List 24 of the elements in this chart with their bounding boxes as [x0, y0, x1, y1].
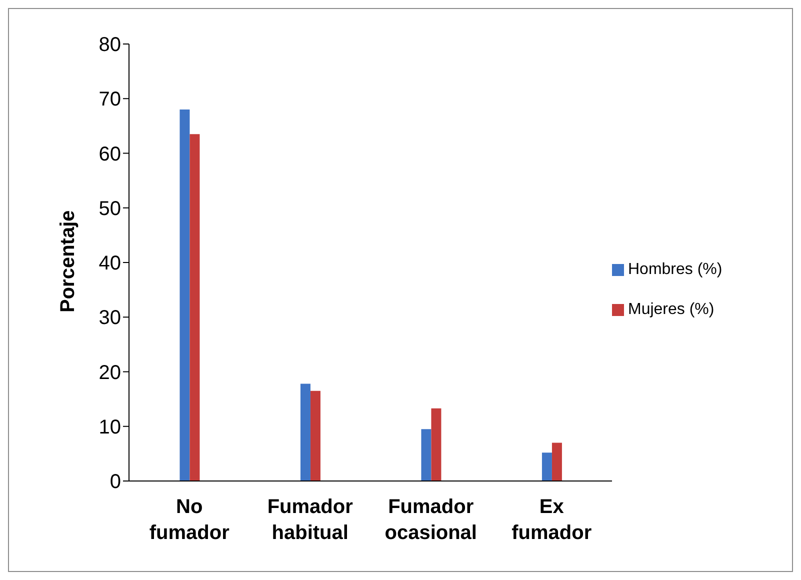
- bar: [542, 452, 552, 481]
- x-tick-label: Fumador habitual: [267, 496, 354, 544]
- bar: [310, 390, 320, 481]
- bar: [300, 384, 310, 481]
- y-tick-label: 70: [98, 88, 121, 111]
- bar: [431, 408, 442, 481]
- bar: [552, 442, 562, 481]
- y-tick-label: 40: [98, 252, 121, 275]
- y-tick-label: 20: [98, 362, 121, 384]
- y-axis-title: Porcentaje: [57, 210, 80, 312]
- y-tick-label: 50: [98, 198, 121, 220]
- legend-label: Hombres (%): [628, 261, 722, 278]
- x-tick-label: Fumador ocasional: [384, 496, 478, 544]
- bar: [180, 110, 190, 481]
- y-tick-label: 0: [110, 471, 121, 494]
- y-tick-label: 10: [98, 416, 121, 438]
- bar: [190, 134, 200, 481]
- x-tick-label: No fumador: [149, 496, 230, 544]
- legend-label: Mujeres (%): [628, 301, 714, 318]
- x-tick-label: Ex fumador: [512, 496, 592, 544]
- bar: [421, 429, 432, 481]
- y-tick-label: 80: [98, 34, 121, 56]
- y-tick-label: 60: [98, 143, 121, 166]
- y-tick-label: 30: [98, 307, 121, 330]
